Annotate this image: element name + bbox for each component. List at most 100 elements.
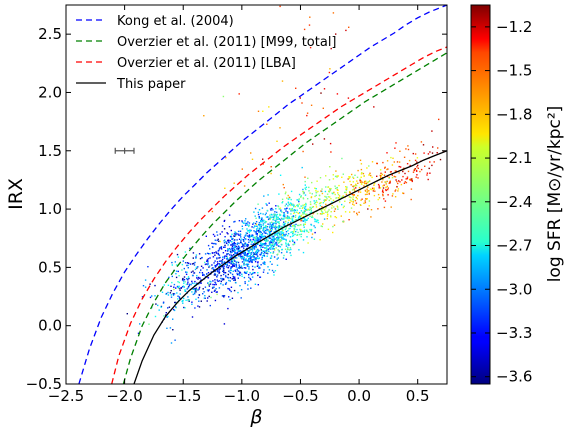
scatter-point: [300, 230, 303, 233]
scatter-point: [311, 181, 313, 184]
scatter-point: [234, 234, 237, 237]
scatter-point: [423, 152, 425, 154]
scatter-point: [252, 256, 255, 258]
scatter-point: [229, 240, 231, 242]
scatter-point: [273, 231, 275, 233]
scatter-point: [265, 246, 268, 248]
scatter-point: [211, 287, 214, 289]
scatter-point: [304, 180, 306, 183]
scatter-point: [212, 242, 215, 245]
scatter-point: [319, 177, 322, 179]
scatter-point: [293, 204, 295, 206]
scatter-point: [223, 323, 226, 325]
scatter-point: [272, 241, 274, 243]
scatter-point: [380, 177, 382, 179]
scatter-point: [371, 188, 373, 191]
scatter-point: [225, 242, 228, 244]
scatter-point: [389, 181, 391, 183]
scatter-point: [304, 229, 306, 231]
scatter-point: [249, 237, 251, 239]
scatter-point: [229, 247, 231, 250]
scatter-point: [211, 246, 214, 248]
scatter-point: [234, 220, 236, 223]
scatter-point: [321, 213, 323, 215]
scatter-point: [277, 228, 279, 230]
scatter-point: [175, 273, 177, 275]
scatter-point: [294, 219, 297, 221]
scatter-point: [293, 224, 295, 227]
scatter-point: [329, 187, 331, 190]
scatter-point: [195, 287, 197, 289]
scatter-point: [412, 152, 414, 155]
scatter-point: [231, 248, 234, 250]
scatter-point: [248, 266, 250, 268]
scatter-point: [320, 190, 322, 192]
scatter-point: [250, 252, 253, 254]
scatter-point: [310, 211, 312, 213]
scatter-point: [216, 270, 219, 272]
scatter-point: [209, 257, 211, 259]
scatter-point: [355, 184, 358, 187]
scatter-point: [290, 190, 293, 193]
scatter-point: [332, 199, 335, 201]
scatter-point: [258, 257, 260, 259]
scatter-point: [237, 247, 239, 249]
scatter-point: [194, 293, 196, 295]
scatter-point: [251, 273, 254, 275]
scatter-point: [274, 214, 277, 216]
scatter-point: [310, 228, 313, 231]
scatter-point: [336, 186, 338, 189]
scatter-point: [249, 230, 252, 232]
scatter-point: [331, 204, 333, 207]
scatter-point: [354, 190, 356, 192]
scatter-point: [202, 293, 204, 295]
scatter-point: [222, 256, 224, 258]
scatter-point: [303, 219, 306, 221]
scatter-point: [183, 282, 185, 284]
scatter-point: [219, 268, 221, 270]
scatter-point: [258, 239, 260, 241]
scatter-point: [258, 228, 261, 230]
scatter-point: [170, 294, 172, 296]
scatter-point: [271, 236, 273, 238]
scatter-point: [259, 223, 261, 226]
scatter-point: [251, 158, 254, 160]
scatter-point: [176, 253, 179, 256]
scatter-point: [224, 236, 226, 238]
scatter-point: [249, 247, 251, 250]
scatter-point: [337, 189, 339, 191]
scatter-point: [304, 187, 306, 189]
scatter-point: [255, 249, 258, 251]
scatter-point: [198, 253, 201, 255]
scatter-point: [325, 175, 327, 177]
y-axis-title: IRX: [5, 178, 27, 210]
scatter-point: [238, 264, 240, 266]
scatter-point: [302, 251, 305, 254]
scatter-point: [321, 225, 323, 228]
scatter-point: [278, 225, 280, 227]
scatter-point: [216, 264, 218, 266]
scatter-point: [385, 186, 387, 189]
scatter-point: [364, 189, 367, 192]
scatter-point: [271, 207, 273, 210]
scatter-point: [253, 226, 255, 229]
scatter-point: [269, 235, 272, 237]
scatter-point: [166, 316, 168, 318]
scatter-point: [332, 225, 334, 228]
scatter-point: [186, 283, 189, 285]
scatter-point: [261, 207, 264, 209]
scatter-point: [220, 280, 222, 283]
scatter-point: [325, 211, 327, 213]
scatter-point: [278, 193, 280, 195]
scatter-point: [354, 200, 357, 202]
scatter-point: [211, 242, 213, 244]
scatter-point: [237, 242, 239, 244]
scatter-point: [228, 288, 230, 290]
scatter-point: [281, 211, 283, 213]
scatter-point: [406, 176, 409, 178]
scatter-point: [253, 256, 255, 258]
scatter-point: [204, 295, 206, 297]
scatter-point: [248, 235, 251, 237]
scatter-point: [221, 261, 224, 263]
scatter-point: [311, 233, 314, 235]
